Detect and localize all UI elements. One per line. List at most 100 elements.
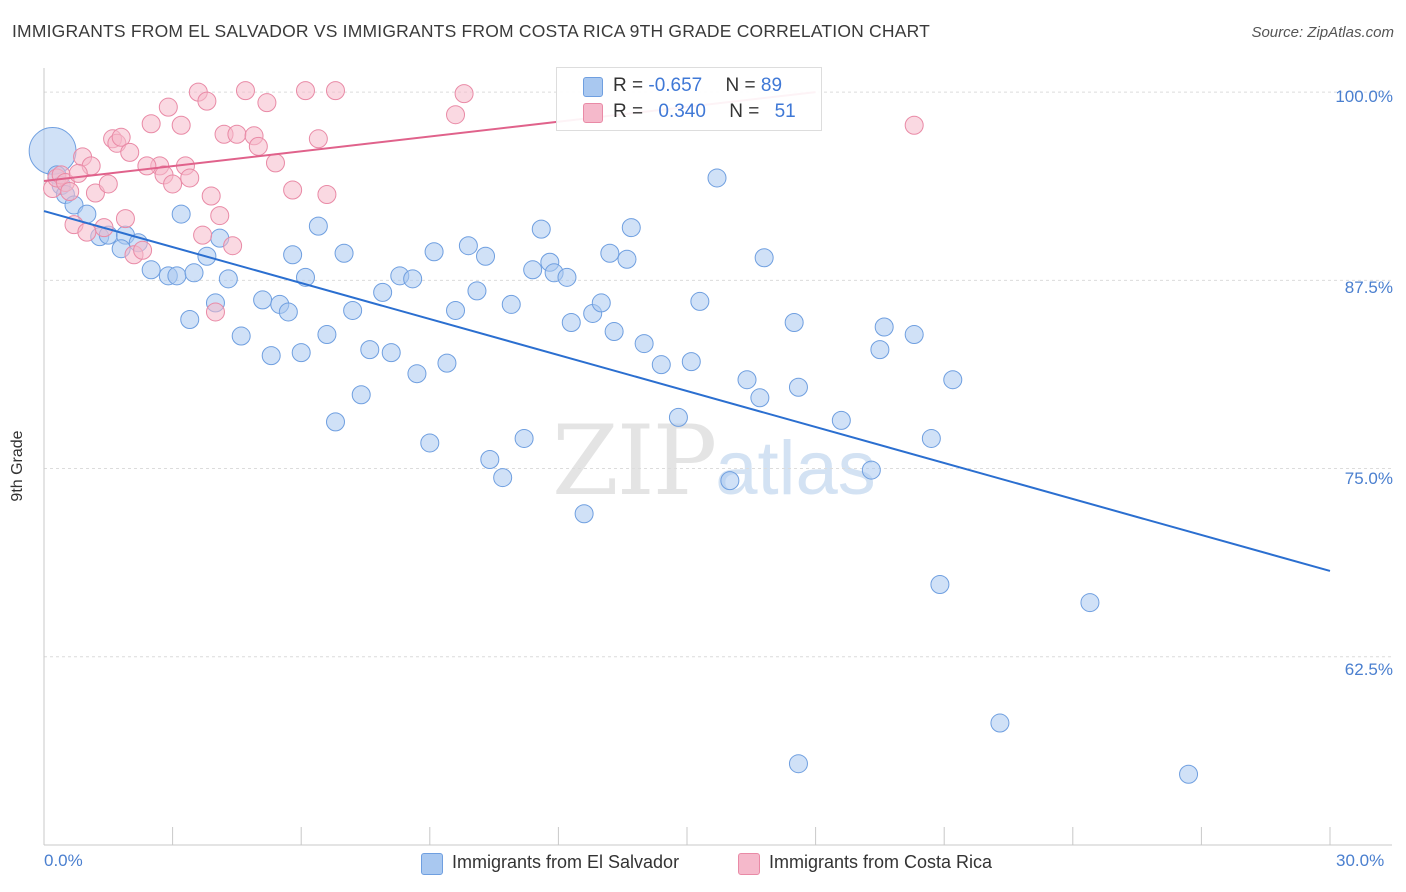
costa-rica-point	[317, 185, 337, 205]
el-salvador-point	[141, 260, 161, 280]
legend-item-el-salvador[interactable]: Immigrants from El Salvador	[421, 852, 679, 875]
y-tick-label: 100.0%	[1335, 87, 1393, 106]
el-salvador-point	[325, 412, 345, 432]
el-salvador-point	[604, 322, 624, 342]
costa-rica-point	[193, 225, 213, 245]
costa-rica-point	[257, 93, 277, 113]
source-credit: Source: ZipAtlas.com	[1251, 24, 1394, 41]
costa-rica-point	[98, 174, 118, 194]
el-salvador-point	[707, 168, 727, 188]
costa-rica-point	[137, 156, 157, 176]
el-salvador-point	[171, 204, 191, 224]
el-salvador-point	[831, 410, 851, 430]
el-salvador-point	[253, 290, 273, 310]
legend-item-costa-rica[interactable]: Immigrants from Costa Rica	[738, 852, 992, 875]
y-tick-label: 75.0%	[1344, 469, 1393, 488]
stats-row-costa-rica: R = 0.340 N = 51	[583, 101, 796, 127]
costa-rica-point	[295, 81, 315, 101]
el-salvador-point	[261, 346, 281, 366]
costa-rica-point	[248, 136, 268, 156]
costa-rica-point	[227, 124, 247, 144]
el-salvador-point	[523, 260, 543, 280]
costa-rica-point	[904, 115, 924, 135]
costa-rica-point	[265, 153, 285, 173]
el-salvador-point	[754, 248, 774, 268]
pink-swatch-icon	[583, 103, 603, 123]
costa-rica-point	[85, 183, 105, 203]
el-salvador-point	[874, 317, 894, 337]
costa-rica-point	[308, 129, 328, 149]
n-label: N =	[729, 101, 765, 122]
costa-rica-point	[454, 84, 474, 104]
blue-swatch-icon	[583, 77, 603, 97]
costa-rica-point	[111, 127, 131, 147]
el-salvador-point	[360, 340, 380, 360]
stats-box: R = -0.657 N = 89 R = 0.340 N = 51	[556, 67, 822, 131]
costa-rica-point	[210, 206, 230, 226]
n-value: 89	[760, 75, 783, 96]
r-value: -0.657	[648, 75, 703, 96]
el-salvador-point	[737, 370, 757, 390]
el-salvador-point	[351, 385, 371, 405]
el-salvador-point	[990, 713, 1010, 733]
costa-rica-point	[133, 240, 153, 260]
n-label: N =	[725, 75, 761, 96]
el-salvador-point	[180, 309, 200, 329]
n-value: 51	[774, 101, 796, 122]
el-salvador-point	[458, 236, 478, 256]
el-salvador-point	[861, 460, 881, 480]
el-salvador-point	[424, 242, 444, 262]
costa-rica-point	[223, 236, 243, 256]
costa-rica-point	[60, 181, 80, 201]
el-salvador-point	[651, 355, 671, 375]
el-salvador-point	[480, 450, 500, 470]
el-salvador-point	[720, 471, 740, 491]
r-value: 0.340	[658, 101, 706, 122]
x-tick-label: 30.0%	[1336, 851, 1385, 870]
el-salvador-point	[930, 575, 950, 595]
el-salvador-point	[591, 293, 611, 313]
costa-rica-point	[171, 115, 191, 135]
y-tick-label: 87.5%	[1344, 278, 1393, 297]
el-salvador-point	[308, 216, 328, 236]
costa-rica-point	[68, 163, 88, 183]
el-salvador-point	[681, 352, 701, 372]
costa-rica-point	[205, 302, 225, 322]
el-salvador-point	[317, 325, 337, 345]
el-salvador-point	[561, 312, 581, 332]
el-salvador-point	[218, 269, 238, 289]
costa-rica-point	[180, 168, 200, 188]
y-tick-label: 62.5%	[1344, 660, 1393, 679]
el-salvador-point	[467, 281, 487, 301]
el-salvador-point	[921, 428, 941, 448]
costa-rica-point	[235, 81, 255, 101]
el-salvador-point	[343, 300, 363, 320]
el-salvador-point	[373, 282, 393, 302]
el-salvador-point	[1080, 593, 1100, 613]
costa-rica-point	[197, 91, 217, 111]
x-tick-label: 0.0%	[44, 851, 83, 870]
el-salvador-point	[668, 407, 688, 427]
el-salvador-point	[407, 364, 427, 384]
el-salvador-point	[943, 370, 963, 390]
el-salvador-point	[1179, 764, 1199, 784]
r-label: R =	[613, 75, 649, 96]
y-axis-label: 9th Grade	[9, 430, 26, 502]
el-salvador-point	[283, 245, 303, 265]
costa-rica-point	[325, 81, 345, 101]
el-salvador-point	[574, 504, 594, 524]
el-salvador-point	[784, 312, 804, 332]
el-salvador-point	[403, 269, 423, 289]
el-salvador-point	[621, 218, 641, 238]
costa-rica-point	[158, 97, 178, 117]
el-salvador-point	[904, 325, 924, 345]
el-salvador-point	[617, 249, 637, 269]
costa-rica-point	[163, 174, 183, 194]
costa-rica-point	[283, 180, 303, 200]
el-salvador-point	[446, 300, 466, 320]
el-salvador-point	[514, 428, 534, 448]
chart-title: IMMIGRANTS FROM EL SALVADOR VS IMMIGRANT…	[12, 21, 931, 41]
el-salvador-point	[231, 326, 251, 346]
costa-rica-point	[115, 209, 135, 229]
